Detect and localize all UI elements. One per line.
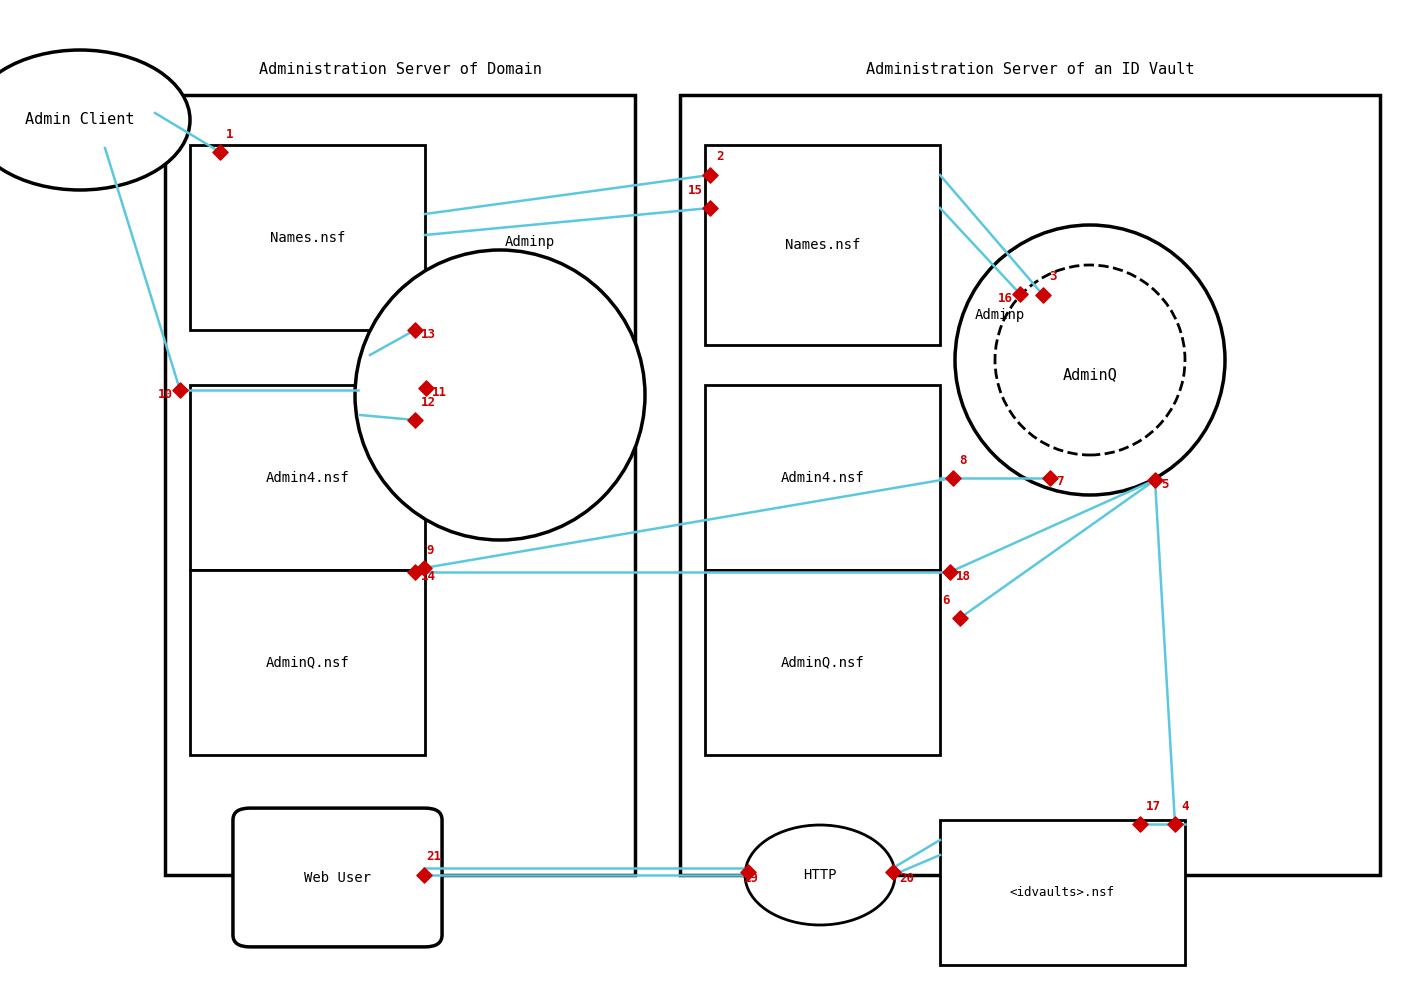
Point [209,144,232,160]
Text: 1: 1 [226,128,233,141]
Point [1144,472,1167,488]
Text: 13: 13 [421,327,436,341]
Text: 9: 9 [426,543,433,557]
Text: <idvaults>.nsf: <idvaults>.nsf [1010,886,1115,899]
Text: 15: 15 [688,183,703,196]
Point [1164,816,1187,831]
Text: 20: 20 [899,871,914,885]
Text: Administration Server of Domain: Administration Server of Domain [259,62,541,77]
Text: 11: 11 [432,385,448,398]
Point [699,200,722,216]
Point [736,864,759,880]
Text: AdminQ: AdminQ [1063,368,1117,383]
Text: Admin Client: Admin Client [26,113,135,128]
Point [412,560,435,576]
Text: 16: 16 [998,291,1013,304]
Bar [705,385,941,570]
Ellipse shape [0,50,190,190]
Text: 3: 3 [1049,271,1056,283]
Text: AdminQ.nsf: AdminQ.nsf [780,655,864,670]
Point [1009,286,1032,302]
Bar [705,570,941,755]
Bar [190,145,425,330]
Text: 10: 10 [158,387,173,400]
Ellipse shape [745,825,895,925]
Text: 8: 8 [959,454,966,467]
Point [404,412,426,428]
Text: 7: 7 [1056,476,1063,489]
Bar [681,95,1380,875]
Text: Admin4.nsf: Admin4.nsf [780,471,864,485]
Text: 5: 5 [1161,478,1168,491]
Point [169,383,192,398]
Bar [190,570,425,755]
Bar [941,820,1185,965]
Text: 21: 21 [426,850,441,863]
Point [939,564,962,580]
Text: 18: 18 [956,570,971,583]
Point [1128,816,1151,831]
Text: Web User: Web User [304,870,371,885]
Bar [705,145,941,345]
Point [1032,287,1054,303]
Point [699,167,722,183]
Text: Adminp: Adminp [504,235,556,249]
Text: 17: 17 [1145,800,1161,813]
Text: 4: 4 [1181,800,1188,813]
Ellipse shape [355,250,645,540]
Bar [165,95,635,875]
Text: HTTP: HTTP [803,868,837,882]
Point [412,867,435,883]
Text: 19: 19 [745,871,759,885]
Point [404,564,426,580]
Point [949,610,972,626]
Text: Adminp: Adminp [975,308,1025,322]
Text: 2: 2 [716,151,723,164]
Point [881,864,904,880]
Bar [190,385,425,570]
Text: Admin4.nsf: Admin4.nsf [266,471,350,485]
Text: AdminQ.nsf: AdminQ.nsf [266,655,350,670]
Text: Administration Server of an ID Vault: Administration Server of an ID Vault [865,62,1194,77]
Text: 12: 12 [421,395,436,408]
Text: 14: 14 [421,570,436,583]
FancyBboxPatch shape [233,808,442,946]
Point [415,381,438,396]
Point [942,470,965,486]
Text: Names.nsf: Names.nsf [270,231,345,245]
Ellipse shape [995,265,1185,455]
Text: 6: 6 [942,594,949,606]
Point [1039,470,1061,486]
Ellipse shape [955,225,1225,495]
Point [404,322,426,338]
Text: Names.nsf: Names.nsf [784,238,860,252]
